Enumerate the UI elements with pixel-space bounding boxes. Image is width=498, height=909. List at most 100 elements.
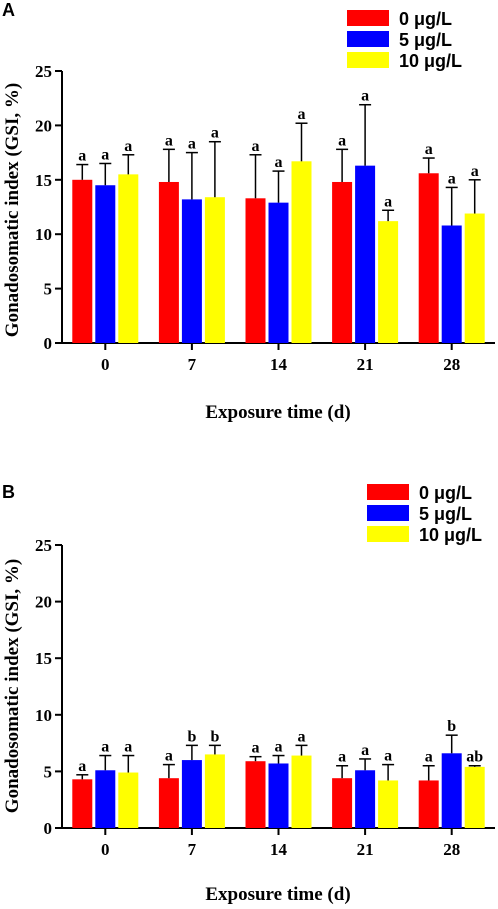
panel-a-bar [158,181,179,343]
panel-a-significance-label: a [361,88,369,105]
panel-a-letter: A [2,0,15,20]
panel-b-x-tick-label: 28 [443,840,460,859]
panel-a-legend-swatch [347,31,389,47]
panel-a-x-tick-label: 7 [188,355,197,374]
panel-b-significance-label: a [384,748,392,765]
panel-a-x-tick-label: 21 [357,355,374,374]
panel-b-x-tick-label: 21 [357,840,374,859]
panel-b-legend-swatch [367,505,409,521]
panel-b-bar [204,754,225,828]
panel-b-significance-label: a [124,739,132,756]
panel-a-significance-label: a [471,163,479,180]
panel-a-legend-swatch [347,52,389,68]
panel-a-significance-label: a [448,170,456,187]
panel-b-significance-label: a [361,742,369,759]
panel-b-letter: B [2,482,15,502]
panel-a-significance-label: a [275,154,283,171]
panel-a-significance-label: a [338,132,346,149]
panel-b-y-axis-title: Gonadosomatic index (GSI, %) [2,559,23,813]
panel-b-legend-label: 0 μg/L [419,483,472,503]
panel-b-legend-swatch [367,484,409,500]
panel-a-bar [181,199,202,343]
panel-a-significance-label: a [384,193,392,210]
panel-b-legend-swatch [367,526,409,542]
panel-a-bar [464,213,485,343]
panel-a-x-tick-label: 28 [443,355,460,374]
panel-a-y-tick-label: 20 [35,116,52,135]
panel-b-bar [441,753,462,828]
panel-a-legend-label: 10 μg/L [399,51,462,71]
panel-a-bar [95,185,116,343]
panel-b-bar [268,763,289,828]
panel-a-bar [118,174,139,343]
panel-a-significance-label: a [425,141,433,158]
panel-b-x-axis-title: Exposure time (d) [205,884,350,905]
panel-a-y-tick-label: 15 [35,171,52,190]
panel-b-significance-label: a [275,739,283,756]
panel-b-y-tick-label: 0 [44,819,53,838]
panel-b-bar [378,780,399,828]
panel-a-x-tick-label: 14 [270,355,288,374]
panel-a-significance-label: a [124,138,132,155]
panel-b-bar [72,779,93,828]
panel-b-y-tick-label: 20 [35,593,52,612]
panel-b-bar [418,780,439,828]
panel-a-bar [245,198,266,343]
panel-a-significance-label: a [252,138,260,155]
panel-a-significance-label: a [211,125,219,142]
panel-a-legend-swatch [347,10,389,26]
panel-a-bar [291,161,312,343]
panel-a-significance-label: a [188,136,196,153]
panel-b-significance-label: b [187,728,196,745]
panel-b-bar [291,755,312,828]
panel-a-legend-label: 5 μg/L [399,30,452,50]
panel-b-y-tick-label: 10 [35,706,52,725]
panel-b-bar [332,778,353,828]
panel-b-legend-label: 10 μg/L [419,525,482,545]
panel-a-legend-label: 0 μg/L [399,9,452,29]
panel-b-bar [158,778,179,828]
panel-b-legend-label: 5 μg/L [419,504,472,524]
panel-a-x-axis-title: Exposure time (d) [205,402,350,423]
panel-a-y-tick-label: 25 [35,62,52,81]
panel-a-bar [378,221,399,343]
panel-a-bar [355,165,376,343]
panel-b-significance-label: a [252,740,260,757]
panel-a-bar [268,202,289,343]
panel-b-bar [181,760,202,828]
panel-b-bar [464,766,485,828]
panel-a-y-tick-label: 0 [44,334,53,353]
panel-b-x-tick-label: 14 [270,840,288,859]
panel-b-y-tick-label: 15 [35,649,52,668]
panel-b-significance-label: a [298,728,306,745]
panel-b: B Gonadosomatic index (GSI, %) Exposure … [2,482,495,905]
panel-b-significance-label: a [101,739,109,756]
panel-a-significance-label: a [165,132,173,149]
panel-b-significance-label: a [78,758,86,775]
panel-a-bar [332,181,353,343]
panel-a-significance-label: a [101,146,109,163]
panel-b-bar [95,770,116,828]
panel-b-significance-label: b [447,718,456,735]
panel-a-x-tick-label: 0 [101,355,110,374]
panel-b-significance-label: ab [466,749,483,766]
panel-a-bar [72,179,93,343]
panel-b-significance-label: a [425,749,433,766]
panel-a: A Gonadosomatic index (GSI, %) Exposure … [2,0,495,423]
panel-b-x-tick-label: 0 [101,840,110,859]
panel-b-bar [355,770,376,828]
panel-b-y-tick-label: 25 [35,536,52,555]
panel-a-y-tick-label: 10 [35,225,52,244]
panel-a-y-axis-title: Gonadosomatic index (GSI, %) [2,83,23,337]
panel-a-bar [204,197,225,343]
panel-b-bar [245,761,266,828]
panel-a-significance-label: a [78,148,86,165]
panel-a-y-tick-label: 5 [44,280,53,299]
panel-a-bar [441,225,462,343]
panel-b-x-tick-label: 7 [188,840,197,859]
panel-b-y-tick-label: 5 [44,762,53,781]
panel-a-significance-label: a [298,106,306,123]
